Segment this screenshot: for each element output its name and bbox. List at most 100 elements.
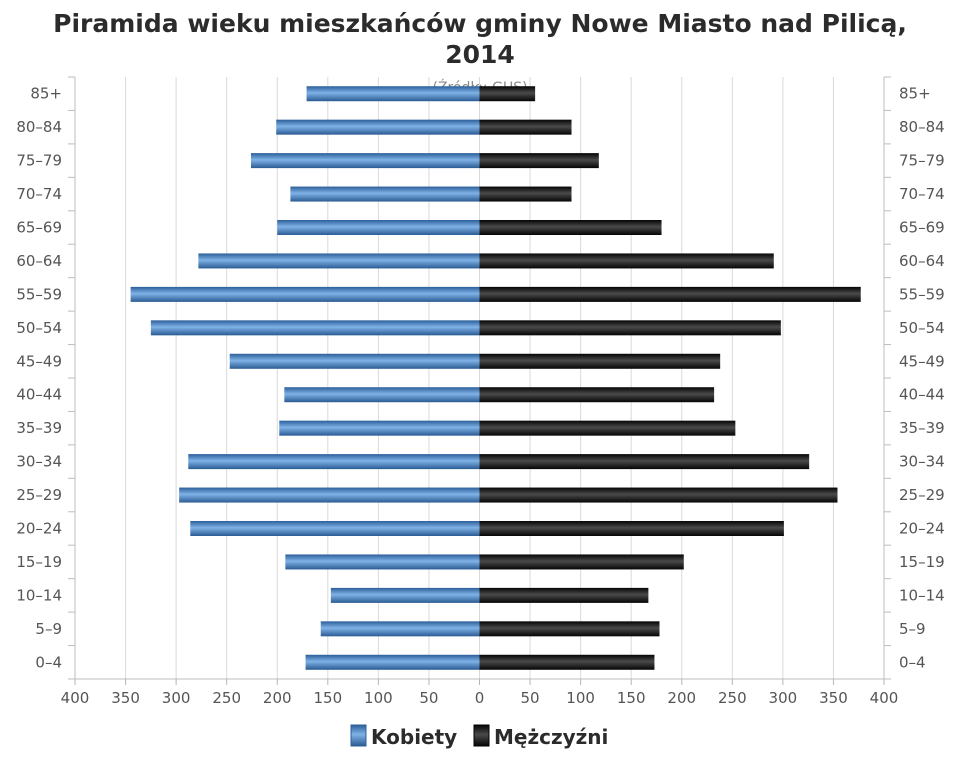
x-tick-label: 300 [162, 689, 191, 707]
x-tick-label: 300 [769, 689, 798, 707]
grid-lines [74, 77, 885, 679]
legend: Kobiety Mężczyźni [350, 724, 608, 749]
x-tick-label: 250 [718, 689, 747, 707]
category-label-left: 55–59 [16, 285, 62, 303]
category-label-left: 15–19 [16, 553, 62, 571]
x-tick-label: 250 [212, 689, 241, 707]
x-tick-label: 150 [617, 689, 646, 707]
bar-kobiety [305, 654, 480, 670]
x-tick-label: 200 [667, 689, 696, 707]
bar-kobiety [276, 119, 480, 135]
category-label-left: 65–69 [16, 219, 62, 237]
category-label-left: 30–34 [16, 453, 62, 471]
bar-mezczyzni [479, 353, 721, 369]
bar-kobiety [277, 220, 480, 235]
bar-kobiety [306, 86, 480, 102]
bar-kobiety [190, 521, 480, 536]
bar-mezczyzni [479, 153, 599, 169]
category-label-right: 85+ [899, 85, 931, 103]
bar-kobiety [150, 320, 480, 336]
category-label-left: 0–4 [35, 653, 62, 671]
bar-mezczyzni [479, 119, 572, 135]
legend-label-mezczyzni: Mężczyźni [494, 725, 608, 749]
x-tick-label: 0 [475, 689, 485, 707]
x-tick-label: 50 [521, 689, 540, 707]
bar-mezczyzni [479, 454, 810, 470]
x-tick-label: 350 [111, 689, 140, 707]
axes [68, 76, 891, 685]
legend-item-mezczyzni[interactable]: Mężczyźni [473, 724, 608, 749]
category-label-left: 20–24 [16, 520, 62, 538]
bar-kobiety [250, 153, 480, 169]
category-label-right: 60–64 [899, 252, 945, 270]
bar-kobiety [188, 454, 480, 470]
category-label-right: 10–14 [899, 586, 945, 604]
bar-mezczyzni [479, 621, 660, 637]
bar-mezczyzni [479, 487, 838, 503]
category-label-right: 5–9 [899, 620, 926, 638]
category-label-right: 15–19 [899, 553, 945, 571]
bar-mezczyzni [479, 320, 781, 336]
category-label-left: 70–74 [16, 185, 62, 203]
category-label-right: 20–24 [899, 520, 945, 538]
x-tick-label: 50 [419, 689, 438, 707]
x-tick-label: 200 [263, 689, 292, 707]
bar-kobiety [179, 487, 480, 503]
category-label-right: 0–4 [899, 653, 926, 671]
category-label-right: 35–39 [899, 419, 945, 437]
legend-swatch-kobiety [350, 724, 367, 747]
category-label-right: 45–49 [899, 352, 945, 370]
category-label-left: 80–84 [16, 118, 62, 136]
bar-mezczyzni [479, 220, 662, 235]
category-label-right: 55–59 [899, 285, 945, 303]
x-tick-label: 100 [364, 689, 393, 707]
x-tick-labels: 400 350 300 250 200 150 100 50 0 50 100 150 200 250 30… [61, 689, 899, 707]
category-label-right: 80–84 [899, 118, 945, 136]
x-tick-label: 350 [819, 689, 848, 707]
category-label-left: 35–39 [16, 419, 62, 437]
category-label-left: 50–54 [16, 319, 62, 337]
category-label-right: 50–54 [899, 319, 945, 337]
bar-kobiety [279, 420, 480, 436]
category-label-left: 45–49 [16, 352, 62, 370]
bar-mezczyzni [479, 286, 861, 302]
x-tick-label: 100 [566, 689, 595, 707]
bar-kobiety [229, 353, 480, 369]
category-label-right: 70–74 [899, 185, 945, 203]
category-label-left: 75–79 [16, 152, 62, 170]
bar-mezczyzni [479, 420, 736, 436]
bar-kobiety [285, 554, 480, 570]
category-label-right: 40–44 [899, 386, 945, 404]
bar-mezczyzni [479, 86, 536, 102]
category-label-left: 5–9 [35, 620, 62, 638]
bar-kobiety [290, 186, 480, 202]
bar-mezczyzni [479, 186, 572, 202]
bar-kobiety [330, 587, 480, 603]
category-labels: 85+ 85+ 80–84 80–84 75–79 75–79 70–74 70–74 65–6… [16, 85, 944, 672]
bar-mezczyzni [479, 654, 655, 670]
legend-swatch-mezczyzni [473, 724, 490, 747]
legend-item-kobiety[interactable]: Kobiety [350, 724, 457, 749]
bar-kobiety [198, 253, 480, 269]
category-label-right: 30–34 [899, 453, 945, 471]
category-label-right: 65–69 [899, 219, 945, 237]
bar-mezczyzni [479, 253, 774, 269]
bar-kobiety [284, 387, 480, 403]
bar-mezczyzni [479, 387, 715, 403]
bar-mezczyzni [479, 587, 649, 603]
category-label-left: 25–29 [16, 486, 62, 504]
bar-kobiety [130, 286, 480, 302]
bar-mezczyzni [479, 521, 784, 536]
category-label-right: 25–29 [899, 486, 945, 504]
chart-title-line2: 2014 [445, 40, 515, 69]
legend-label-kobiety: Kobiety [371, 725, 457, 749]
bar-mezczyzni [479, 554, 684, 570]
x-tick-label: 400 [870, 689, 899, 707]
category-label-left: 40–44 [16, 386, 62, 404]
chart-title: Piramida wieku mieszkańców gminy Nowe Mi… [53, 9, 907, 38]
bars [130, 86, 861, 670]
x-tick-label: 400 [61, 689, 90, 707]
category-label-left: 60–64 [16, 252, 62, 270]
category-label-left: 85+ [30, 85, 62, 103]
